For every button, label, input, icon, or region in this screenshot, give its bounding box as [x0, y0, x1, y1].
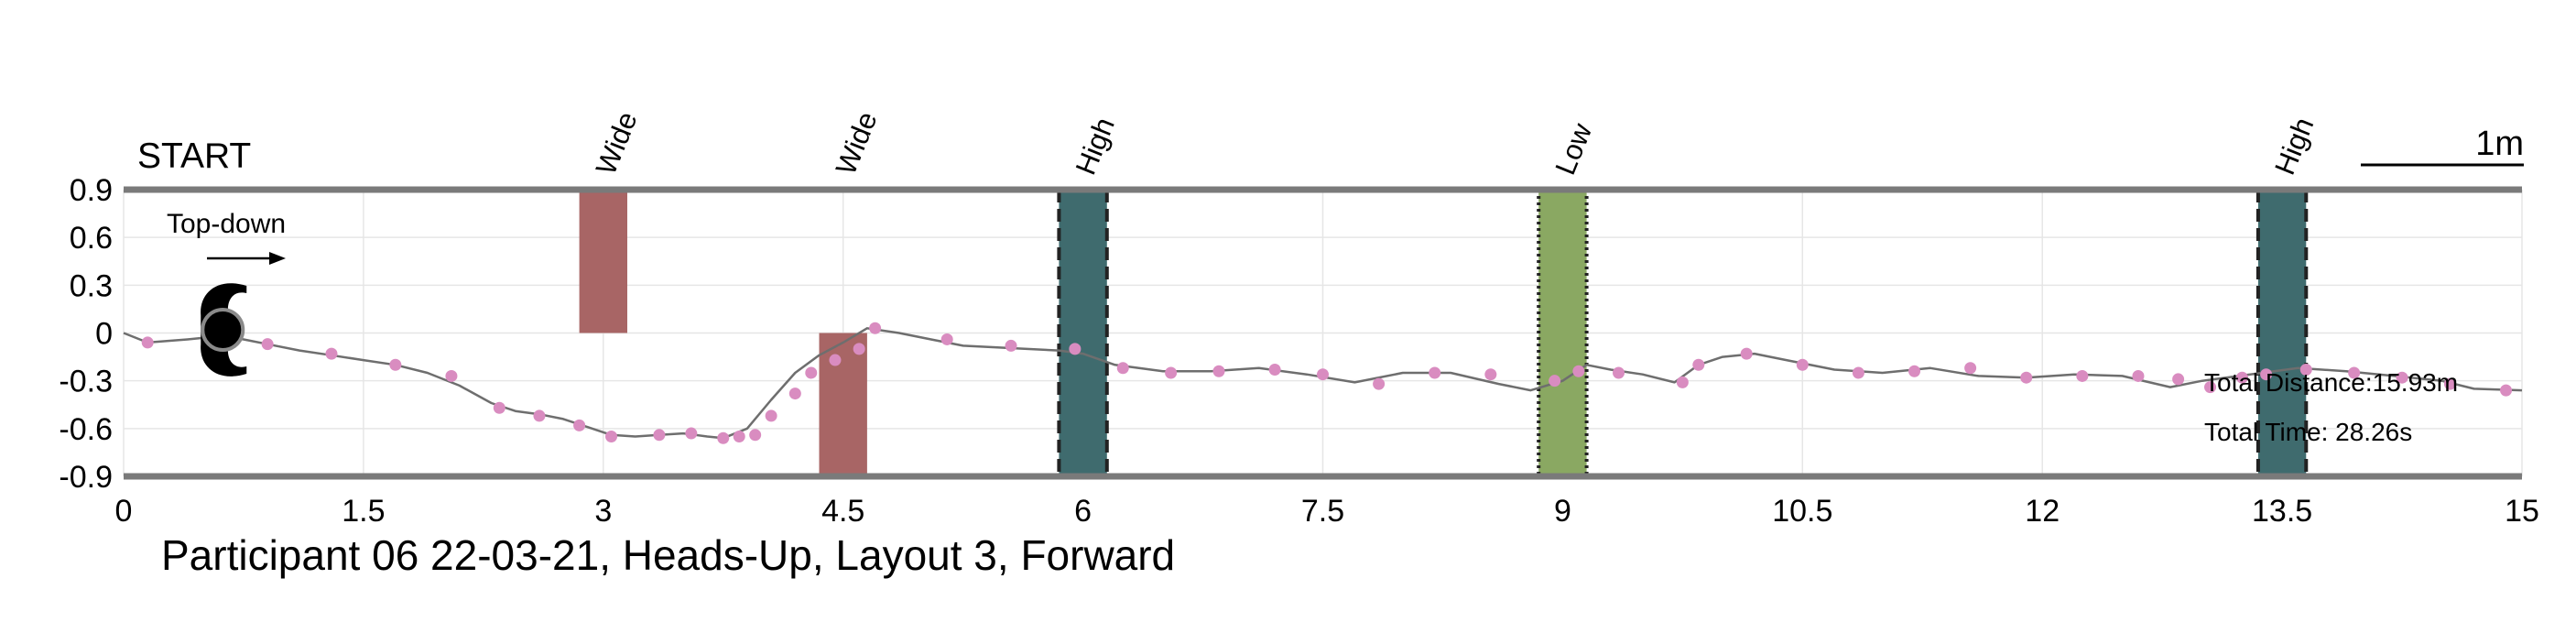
- trajectory-point: [2020, 371, 2033, 384]
- trajectory-point: [733, 431, 745, 443]
- trajectory-point: [1796, 358, 1809, 371]
- x-tick-label: 15: [2505, 494, 2539, 529]
- scale-bar: 1m: [2361, 125, 2524, 167]
- trajectory-point: [2172, 373, 2185, 386]
- trajectory-point: [805, 366, 818, 379]
- start-marker: [201, 283, 247, 377]
- trajectory-line: [123, 327, 2523, 440]
- trajectory-point: [493, 401, 505, 414]
- trajectory-point: [261, 338, 274, 351]
- y-tick-label: -0.6: [59, 412, 113, 447]
- plot-frame: [124, 186, 2522, 480]
- x-tick-label: 12: [2025, 494, 2060, 529]
- trajectory-point: [1484, 368, 1497, 381]
- x-tick-label: 7.5: [1301, 494, 1344, 529]
- trajectory-point: [141, 336, 154, 349]
- inset-label: Top-down: [167, 209, 286, 239]
- obstacle-low: [1538, 190, 1587, 476]
- trajectory-point: [2204, 381, 2217, 394]
- x-tick-label: 10.5: [1772, 494, 1832, 529]
- trajectory-point: [1908, 365, 1921, 377]
- y-tick-label: 0.3: [70, 268, 113, 303]
- trajectory-point: [605, 431, 618, 443]
- trajectory-point: [940, 333, 953, 345]
- x-tick-label: 0: [115, 494, 133, 529]
- trajectory-point: [1317, 368, 1329, 381]
- trajectory-point: [1676, 376, 1689, 388]
- trajectory-point: [749, 429, 762, 442]
- trajectory-point: [1740, 347, 1753, 360]
- trajectory-point: [2299, 363, 2312, 376]
- trajectory-point: [1373, 377, 1386, 390]
- trajectory-point: [1165, 366, 1178, 379]
- trajectory-point: [325, 347, 338, 360]
- trajectory-point: [1212, 365, 1225, 377]
- trajectory-point: [2235, 371, 2248, 384]
- trajectory-point: [1964, 362, 1977, 375]
- obstacle-wide: [579, 190, 627, 333]
- trajectory-point: [1692, 358, 1705, 371]
- x-tick-label: 3: [594, 494, 612, 529]
- y-tick-label: -0.9: [59, 460, 113, 495]
- trajectory-point: [2132, 369, 2145, 382]
- total-distance: Total Distance:15.93m: [2204, 368, 2458, 397]
- x-tick-label: 1.5: [342, 494, 385, 529]
- trajectory-point: [2500, 384, 2513, 397]
- y-tick-label: 0.6: [70, 221, 113, 256]
- trajectory-point: [2260, 368, 2273, 381]
- trajectory-point: [1429, 366, 1441, 379]
- trajectory-point: [573, 419, 586, 431]
- avatar-head-icon: [201, 308, 245, 353]
- y-tick-label: 0.9: [70, 173, 113, 208]
- x-tick-label: 4.5: [821, 494, 864, 529]
- trajectory-point: [1116, 362, 1129, 375]
- trajectory-point: [533, 409, 546, 422]
- trajectory-point: [788, 387, 801, 400]
- chart-title: Participant 06 22-03-21, Heads-Up, Layou…: [161, 531, 1175, 579]
- start-label: START: [137, 136, 251, 176]
- trajectory-markers: [141, 322, 2513, 444]
- trajectory-point: [1572, 365, 1585, 377]
- trajectory-point: [389, 358, 402, 371]
- total-time: Total Time: 28.26s: [2204, 418, 2412, 446]
- x-tick-label: 9: [1554, 494, 1571, 529]
- x-tick-label: 6: [1074, 494, 1092, 529]
- trajectory-point: [685, 427, 698, 440]
- trajectory-point: [2348, 366, 2361, 379]
- trajectory-point: [2443, 377, 2456, 390]
- trajectory-point: [829, 354, 842, 366]
- direction-arrow-icon: [207, 252, 286, 265]
- trajectory-point: [653, 429, 666, 442]
- x-tick-label: 13.5: [2252, 494, 2312, 529]
- obstacle-high: [1059, 190, 1107, 476]
- trajectory-point: [1549, 375, 1561, 387]
- y-tick-label: -0.3: [59, 365, 113, 399]
- obstacle-wide: [819, 333, 867, 476]
- trajectory-point: [853, 343, 865, 355]
- scale-label: 1m: [2475, 125, 2524, 163]
- obstacle-high: [2257, 190, 2307, 476]
- axis-ticks: 0 1.5 3 4.5 6 7.5 9 10.5 12 13.5 15 0.9 0.6 0.3 0 -0.3 -…: [59, 173, 2539, 529]
- trajectory-point: [717, 431, 730, 444]
- trajectory-point: [2076, 369, 2089, 382]
- trajectory-point: [445, 369, 458, 382]
- trajectory-point: [1069, 343, 1081, 355]
- trajectory-path: [123, 327, 2523, 440]
- trajectory-point: [1852, 366, 1864, 379]
- trajectory-point: [2396, 371, 2408, 384]
- trajectory-point: [1268, 363, 1281, 376]
- trajectory-point: [1005, 339, 1017, 352]
- trajectory-point: [765, 409, 777, 422]
- trajectory-point: [869, 322, 882, 334]
- obstacle-zones: [579, 190, 2309, 476]
- trajectory-point: [1613, 366, 1625, 379]
- y-tick-label: 0: [95, 317, 113, 352]
